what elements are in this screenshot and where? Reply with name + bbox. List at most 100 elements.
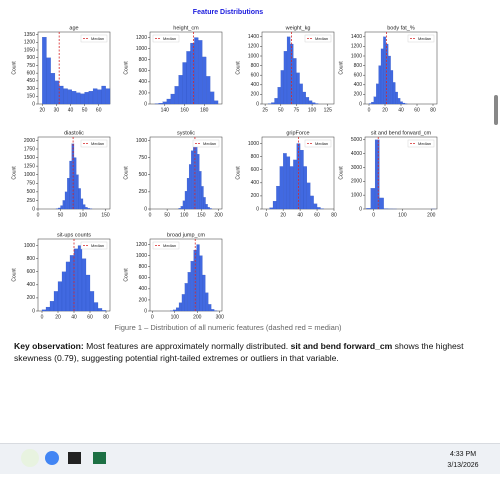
x-tick-label: 40: [71, 314, 77, 320]
bar: [186, 51, 190, 104]
y-tick-label: 0: [256, 206, 259, 212]
x-tick-label: 200: [214, 212, 223, 218]
y-tick-label: 1000: [351, 192, 362, 198]
bar: [395, 92, 397, 104]
bar: [374, 97, 376, 104]
lead: Key observation:: [14, 341, 84, 351]
x-tick-label: 50: [164, 212, 170, 218]
y-tick-label: 400: [251, 180, 260, 186]
bar: [195, 144, 197, 209]
bar: [391, 70, 393, 104]
highlight: sit and bend forward_cm: [291, 341, 393, 351]
y-tick-label: 150: [27, 94, 36, 100]
figure: Feature Distributions Figure 1 – Distrib…: [0, 0, 500, 335]
bar: [42, 37, 46, 104]
bar: [76, 93, 80, 104]
y-tick-label: 1000: [136, 253, 147, 259]
bar: [85, 92, 89, 104]
x-tick-label: 80: [103, 314, 109, 320]
legend-label: Median: [418, 36, 431, 41]
bar: [65, 192, 67, 209]
x-tick-label: 50: [278, 107, 284, 113]
y-axis-label: Count: [338, 61, 344, 75]
bar: [62, 272, 66, 311]
bar: [388, 56, 390, 104]
bar: [300, 150, 303, 209]
x-tick-label: 300: [216, 314, 225, 320]
y-tick-label: 1200: [24, 40, 35, 46]
bar: [193, 140, 195, 209]
bar: [197, 154, 199, 209]
legend-label: Median: [91, 243, 104, 248]
y-tick-label: 500: [139, 172, 148, 178]
scrollbar[interactable]: [494, 95, 498, 125]
bar: [188, 272, 191, 311]
bar: [159, 103, 163, 104]
subplot-title: systolic: [177, 130, 195, 136]
y-tick-label: 600: [251, 167, 260, 173]
y-tick-label: 4000: [351, 151, 362, 157]
legend-label: Median: [203, 141, 216, 146]
bar: [190, 43, 194, 104]
y-tick-label: 750: [139, 155, 148, 161]
bar: [270, 208, 273, 209]
bar: [375, 140, 379, 209]
bar: [171, 94, 175, 104]
x-tick-label: 100: [308, 107, 317, 113]
excel-icon[interactable]: [93, 452, 106, 464]
text: Most features are approximately normally…: [84, 341, 291, 351]
bar: [78, 246, 82, 311]
y-axis-label: Count: [235, 61, 241, 75]
bar: [93, 89, 97, 104]
bar: [371, 102, 373, 104]
bar: [206, 204, 208, 209]
x-tick-label: 160: [180, 107, 189, 113]
x-tick-label: 180: [200, 107, 209, 113]
y-tick-label: 0: [144, 308, 147, 314]
y-tick-label: 400: [27, 282, 36, 288]
bar: [89, 91, 93, 104]
bar: [273, 201, 276, 209]
bar: [70, 255, 74, 311]
y-tick-label: 800: [251, 63, 260, 69]
y-tick-label: 800: [251, 154, 260, 160]
x-tick-label: 150: [101, 212, 110, 218]
chrome-icon[interactable]: [45, 451, 59, 465]
bar: [293, 58, 296, 104]
bar: [90, 291, 94, 311]
figure-title: Feature Distributions: [193, 9, 264, 16]
legend-label: Median: [163, 243, 176, 248]
bar: [275, 98, 278, 104]
x-tick-label: 0: [265, 212, 268, 218]
y-tick-label: 0: [359, 206, 362, 212]
app-icon[interactable]: [21, 449, 39, 467]
x-tick-label: 100: [180, 212, 189, 218]
y-tick-label: 1400: [351, 34, 362, 40]
figure-caption: Figure 1 – Distribution of all numeric f…: [115, 323, 342, 332]
bar: [310, 196, 313, 209]
x-tick-label: 40: [398, 107, 404, 113]
y-tick-label: 200: [139, 90, 148, 96]
bar: [163, 102, 167, 104]
bar: [189, 164, 191, 209]
y-tick-label: 1000: [248, 141, 259, 147]
bar: [281, 70, 284, 104]
y-axis-label: Count: [123, 166, 129, 180]
x-tick-label: 0: [41, 314, 44, 320]
y-tick-label: 1250: [24, 163, 35, 169]
bar: [208, 304, 211, 311]
y-axis-label: Count: [11, 268, 17, 282]
bar: [371, 188, 375, 209]
legend-label: Median: [91, 36, 104, 41]
clock-time[interactable]: 4:33 PM: [450, 451, 476, 458]
subplot-title: sit and bend forward_cm: [371, 130, 432, 136]
y-tick-label: 200: [251, 193, 260, 199]
subplot-title: age: [69, 25, 78, 31]
terminal-icon[interactable]: [68, 452, 81, 464]
x-tick-label: 40: [297, 212, 303, 218]
clock-date[interactable]: 3/13/2026: [447, 462, 478, 469]
y-tick-label: 1350: [24, 32, 35, 38]
x-tick-label: 0: [372, 212, 375, 218]
y-tick-label: 750: [27, 181, 36, 187]
subplot-title: sit-ups counts: [57, 232, 91, 238]
